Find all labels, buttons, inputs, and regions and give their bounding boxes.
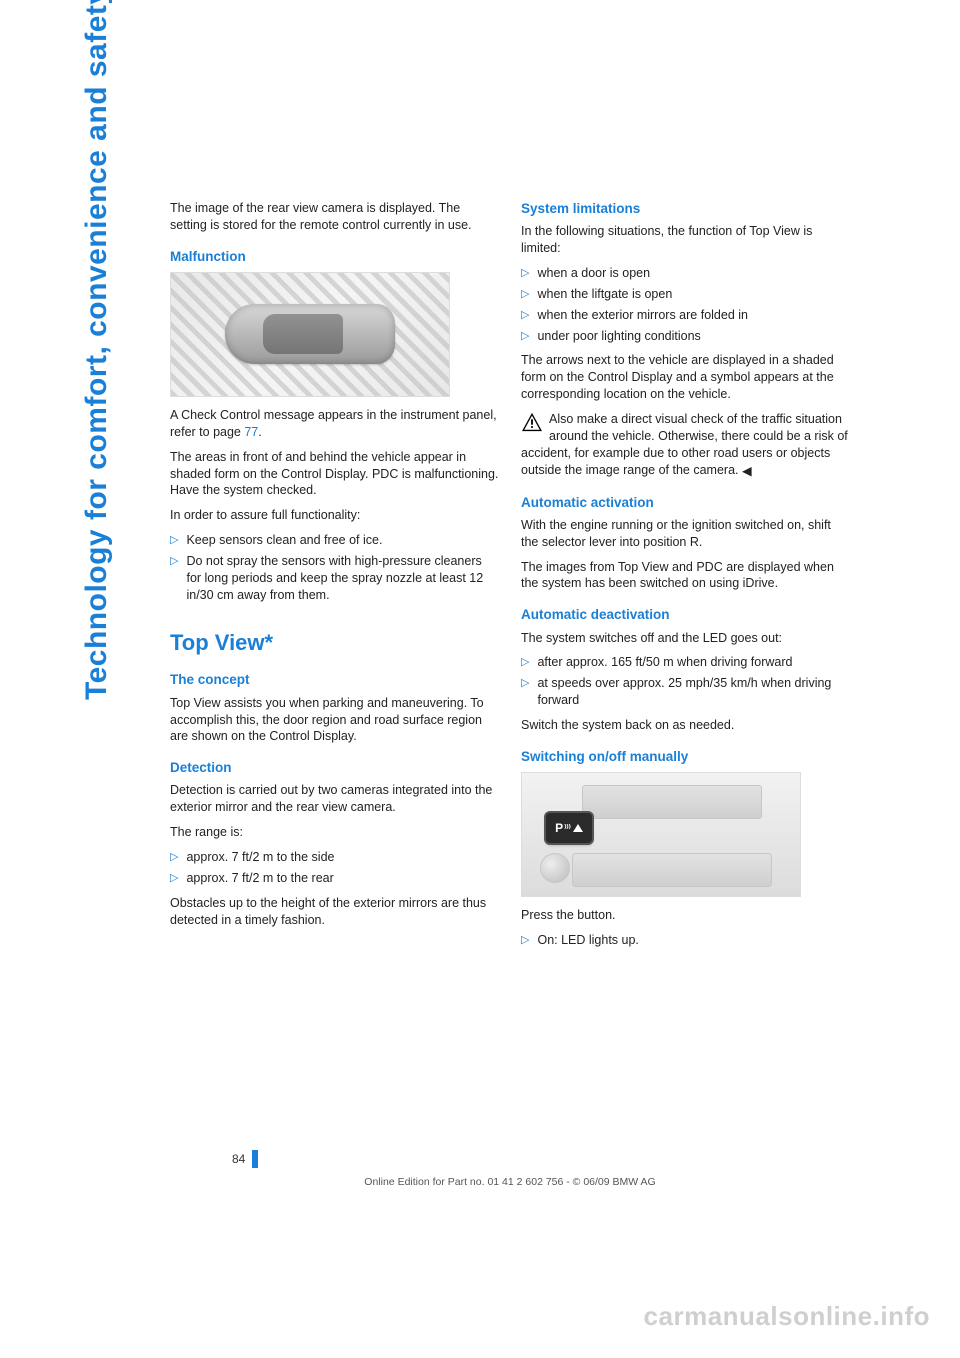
autoact-p1: With the engine running or the ignition … — [521, 517, 850, 551]
bullet-icon: ▷ — [521, 328, 529, 345]
bullet-icon: ▷ — [521, 286, 529, 303]
bullet-icon: ▷ — [521, 654, 529, 671]
heading-detection: Detection — [170, 759, 499, 777]
warning-text: Also make a direct visual check of the t… — [521, 412, 848, 477]
heading-switching-manually: Switching on/off manually — [521, 748, 850, 766]
intro-paragraph: The image of the rear view camera is dis… — [170, 200, 499, 234]
detection-bullets: ▷ approx. 7 ft/2 m to the side ▷ approx.… — [170, 849, 499, 887]
page-number-wrap: 84 — [170, 1152, 850, 1172]
heading-system-limitations: System limitations — [521, 200, 850, 218]
warning-paragraph: Also make a direct visual check of the t… — [521, 411, 850, 480]
bullet-icon: ▷ — [170, 553, 178, 604]
malfunction-p1b: . — [258, 425, 261, 439]
list-item: ▷ at speeds over approx. 25 mph/35 km/h … — [521, 675, 850, 709]
bullet-icon: ▷ — [521, 932, 529, 949]
pdc-button-label: P — [555, 820, 563, 836]
list-item: ▷ when the exterior mirrors are folded i… — [521, 307, 850, 324]
bullet-text: when the liftgate is open — [537, 286, 850, 303]
list-item: ▷ when the liftgate is open — [521, 286, 850, 303]
concept-paragraph: Top View assists you when parking and ma… — [170, 695, 499, 746]
autodeact-p2: Switch the system back on as needed. — [521, 717, 850, 734]
malfunction-p2: The areas in front of and behind the veh… — [170, 449, 499, 500]
list-item: ▷ Do not spray the sensors with high-pre… — [170, 553, 499, 604]
figure-vehicle-top-hatched — [170, 272, 450, 397]
warning-icon — [521, 412, 543, 432]
detection-p3: Obstacles up to the height of the exteri… — [170, 895, 499, 929]
bullet-text: when a door is open — [537, 265, 850, 282]
bullet-text: Do not spray the sensors with high-press… — [186, 553, 499, 604]
heading-concept: The concept — [170, 671, 499, 689]
bullet-icon: ▷ — [521, 675, 529, 709]
right-column: System limitations In the following situ… — [521, 200, 850, 957]
triangle-icon — [573, 824, 583, 832]
bullet-icon: ▷ — [170, 849, 178, 866]
car-silhouette — [225, 304, 395, 364]
switch-p: Press the button. — [521, 907, 850, 924]
dash-panel — [582, 785, 762, 819]
syslim-p1: In the following situations, the functio… — [521, 223, 850, 257]
page-marker — [252, 1150, 258, 1168]
bullet-text: Keep sensors clean and free of ice. — [186, 532, 499, 549]
bullet-text: after approx. 165 ft/50 m when driving f… — [537, 654, 850, 671]
detection-p2: The range is: — [170, 824, 499, 841]
bullet-text: On: LED lights up. — [537, 932, 850, 949]
bullet-icon: ▷ — [521, 307, 529, 324]
bullet-text: approx. 7 ft/2 m to the rear — [186, 870, 499, 887]
left-column: The image of the rear view camera is dis… — [170, 200, 499, 957]
bullet-text: at speeds over approx. 25 mph/35 km/h wh… — [537, 675, 850, 709]
list-item: ▷ under poor lighting conditions — [521, 328, 850, 345]
page-number: 84 — [232, 1152, 245, 1166]
bullet-icon: ▷ — [170, 532, 178, 549]
bullet-icon: ▷ — [521, 265, 529, 282]
side-section-title: Technology for comfort, convenience and … — [80, 0, 114, 700]
malfunction-p3: In order to assure full functionality: — [170, 507, 499, 524]
sound-waves-icon: ⁾⁾⁾ — [564, 822, 571, 834]
bullet-text: approx. 7 ft/2 m to the side — [186, 849, 499, 866]
page-footer: 84 Online Edition for Part no. 01 41 2 6… — [170, 1152, 850, 1188]
page-ref-link[interactable]: 77 — [244, 425, 258, 439]
end-mark-icon: ◀ — [742, 463, 752, 480]
heading-auto-deactivation: Automatic deactivation — [521, 606, 850, 624]
car-glass — [263, 314, 343, 354]
detection-p1: Detection is carried out by two cameras … — [170, 782, 499, 816]
edition-line: Online Edition for Part no. 01 41 2 602 … — [170, 1176, 850, 1188]
heading-top-view: Top View* — [170, 628, 499, 658]
bullet-text: under poor lighting conditions — [537, 328, 850, 345]
syslim-p2: The arrows next to the vehicle are displ… — [521, 352, 850, 403]
malfunction-p1: A Check Control message appears in the i… — [170, 407, 499, 441]
watermark: carmanualsonline.info — [644, 1301, 930, 1332]
list-item: ▷ when a door is open — [521, 265, 850, 282]
figure-dashboard-button: P ⁾⁾⁾ — [521, 772, 801, 897]
list-item: ▷ after approx. 165 ft/50 m when driving… — [521, 654, 850, 671]
list-item: ▷ Keep sensors clean and free of ice. — [170, 532, 499, 549]
heading-auto-activation: Automatic activation — [521, 494, 850, 512]
autodeact-p1: The system switches off and the LED goes… — [521, 630, 850, 647]
dash-panel-lower — [572, 853, 772, 887]
list-item: ▷ approx. 7 ft/2 m to the rear — [170, 870, 499, 887]
switch-bullets: ▷ On: LED lights up. — [521, 932, 850, 949]
list-item: ▷ approx. 7 ft/2 m to the side — [170, 849, 499, 866]
autoact-p2: The images from Top View and PDC are dis… — [521, 559, 850, 593]
malfunction-bullets: ▷ Keep sensors clean and free of ice. ▷ … — [170, 532, 499, 604]
syslim-bullets: ▷ when a door is open ▷ when the liftgat… — [521, 265, 850, 345]
pdc-button: P ⁾⁾⁾ — [546, 813, 592, 843]
malfunction-p1a: A Check Control message appears in the i… — [170, 408, 497, 439]
bullet-text: when the exterior mirrors are folded in — [537, 307, 850, 324]
dash-knob — [540, 853, 570, 883]
list-item: ▷ On: LED lights up. — [521, 932, 850, 949]
heading-malfunction: Malfunction — [170, 248, 499, 266]
bullet-icon: ▷ — [170, 870, 178, 887]
page-content: The image of the rear view camera is dis… — [170, 200, 850, 957]
autodeact-bullets: ▷ after approx. 165 ft/50 m when driving… — [521, 654, 850, 709]
